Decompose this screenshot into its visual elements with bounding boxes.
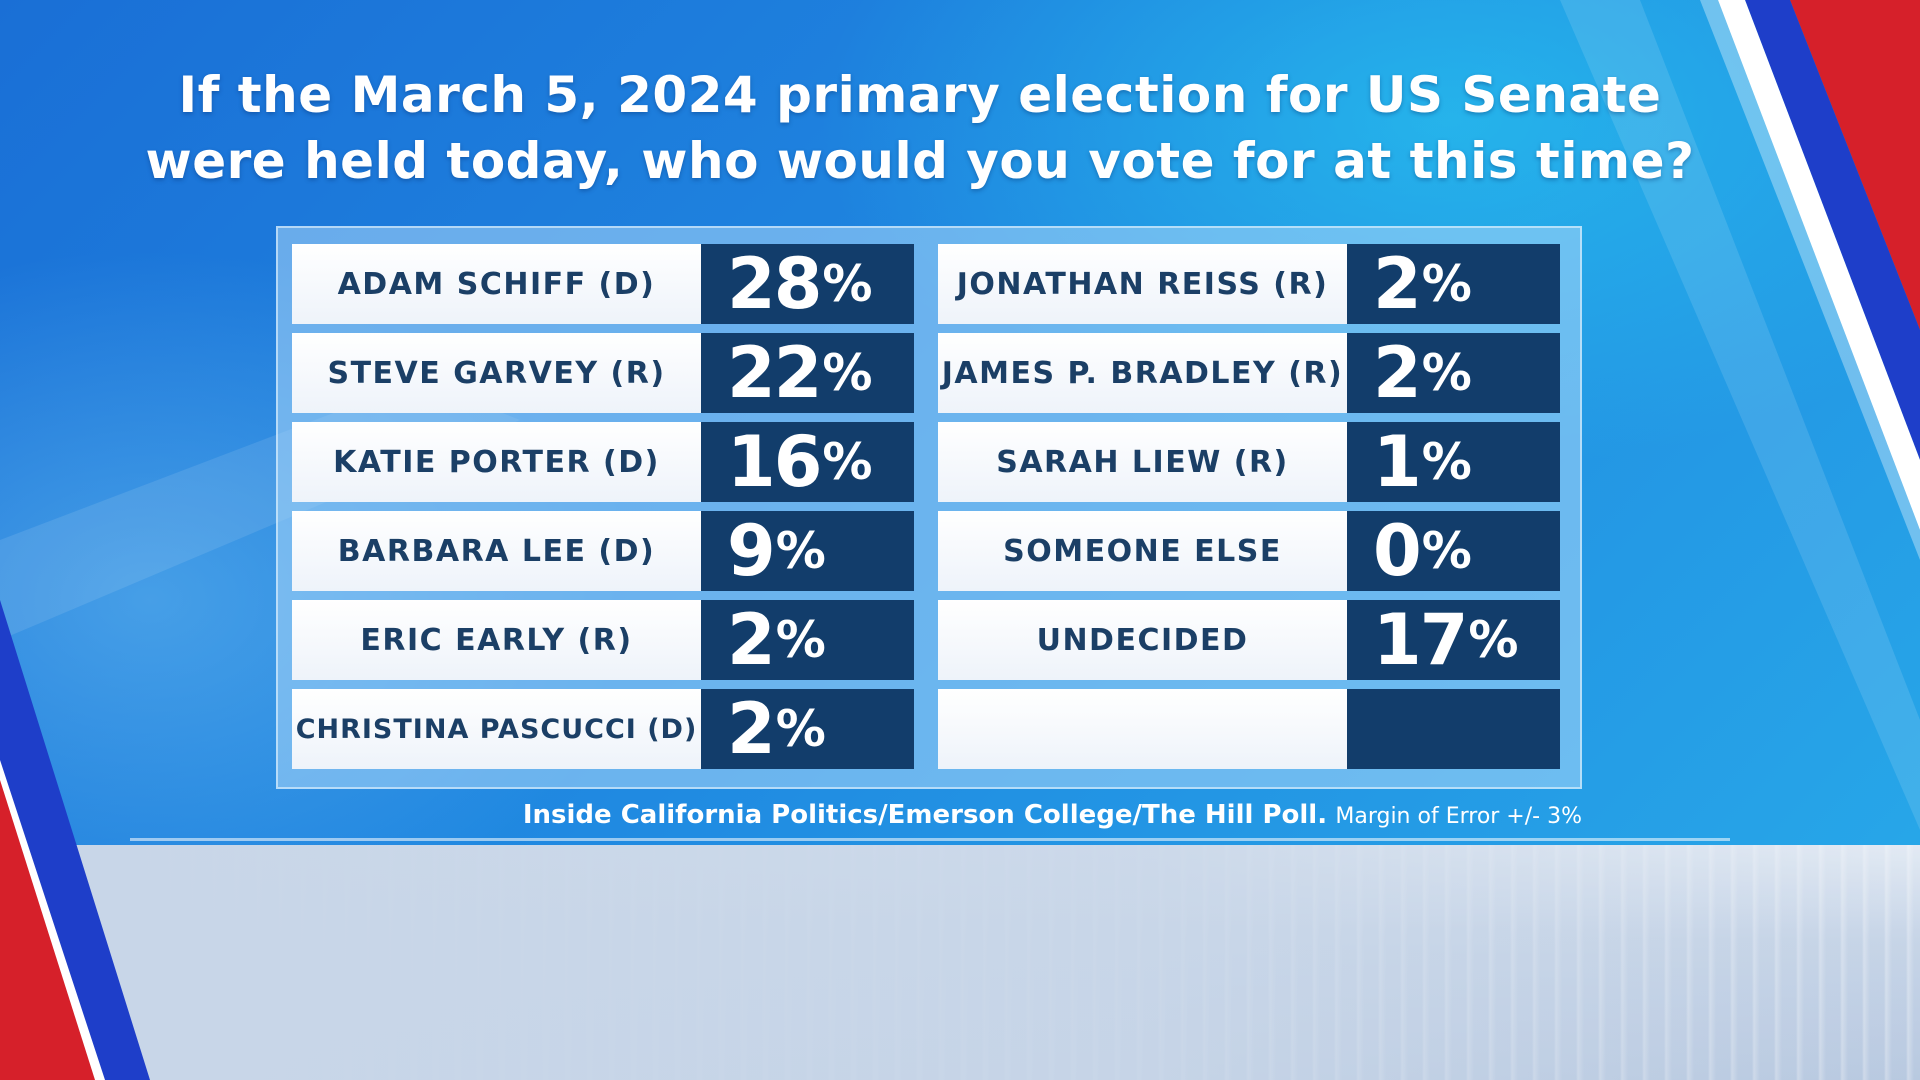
percent-number: 2: [1373, 243, 1422, 325]
percent-sign: %: [822, 255, 872, 313]
left-red-stripe: [0, 780, 95, 1080]
percent-value: 2%: [1347, 244, 1560, 324]
percent-value: 9%: [701, 511, 914, 591]
chart-title-line-2: were held today, who would you vote for …: [145, 132, 1695, 190]
result-row: SOMEONE ELSE 0%: [938, 511, 1560, 591]
right-light-stripe: [1700, 0, 1920, 560]
candidate-name: JAMES P. BRADLEY (R): [938, 333, 1347, 413]
percent-number: 17: [1373, 599, 1468, 681]
candidate-name: KATIE PORTER (D): [292, 422, 701, 502]
result-row: [938, 689, 1560, 769]
percent-sign: %: [822, 344, 872, 402]
horizon-line: [130, 838, 1730, 841]
result-row: BARBARA LEE (D) 9%: [292, 511, 914, 591]
result-row: STEVE GARVEY (R) 22%: [292, 333, 914, 413]
percent-value: 2%: [701, 689, 914, 769]
chart-title-line-1: If the March 5, 2024 primary election fo…: [178, 66, 1662, 124]
right-white-stripe: [1718, 0, 1920, 530]
percent-value: 16%: [701, 422, 914, 502]
candidate-name: JONATHAN REISS (R): [938, 244, 1347, 324]
chart-title: If the March 5, 2024 primary election fo…: [120, 62, 1720, 194]
percent-sign: %: [1421, 433, 1472, 491]
percent-sign: %: [1421, 344, 1472, 402]
candidate-name: SOMEONE ELSE: [938, 511, 1347, 591]
percent-number: 16: [727, 421, 822, 503]
percent-value: 1%: [1347, 422, 1560, 502]
percent-number: 0: [1373, 510, 1422, 592]
percent-value: 2%: [1347, 333, 1560, 413]
candidate-name: SARAH LIEW (R): [938, 422, 1347, 502]
percent-sign: %: [1421, 522, 1472, 580]
percent-sign: %: [822, 433, 872, 491]
percent-number: 2: [727, 688, 776, 770]
result-row: UNDECIDED 17%: [938, 600, 1560, 680]
percent-value: 2%: [701, 600, 914, 680]
result-row: ERIC EARLY (R) 2%: [292, 600, 914, 680]
result-row: CHRISTINA PASCUCCI (D) 2%: [292, 689, 914, 769]
percent-sign: %: [775, 611, 826, 669]
candidate-name: UNDECIDED: [938, 600, 1347, 680]
source-note: Inside California Politics/Emerson Colle…: [276, 800, 1582, 830]
percent-number: 2: [727, 599, 776, 681]
percent-number: 9: [727, 510, 776, 592]
percent-sign: %: [1421, 255, 1472, 313]
background-lower-fade: [0, 845, 1920, 1080]
result-row: SARAH LIEW (R) 1%: [938, 422, 1560, 502]
result-row: KATIE PORTER (D) 16%: [292, 422, 914, 502]
percent-number: 1: [1373, 421, 1422, 503]
percent-sign: %: [775, 700, 826, 758]
candidate-name: ERIC EARLY (R): [292, 600, 701, 680]
percent-sign: %: [775, 522, 826, 580]
candidate-name: BARBARA LEE (D): [292, 511, 701, 591]
source-poll: Inside California Politics/Emerson Colle…: [522, 800, 1328, 830]
percent-value: 28%: [701, 244, 914, 324]
result-row: ADAM SCHIFF (D) 28%: [292, 244, 914, 324]
percent-value: 22%: [701, 333, 914, 413]
candidate-name: STEVE GARVEY (R): [292, 333, 701, 413]
percent-number: 2: [1373, 332, 1422, 414]
light-streak: [1560, 0, 1920, 830]
result-row: JAMES P. BRADLEY (R) 2%: [938, 333, 1560, 413]
percent-value: [1347, 689, 1560, 769]
candidate-name: ADAM SCHIFF (D): [292, 244, 701, 324]
percent-number: 28: [727, 243, 822, 325]
percent-value: 0%: [1347, 511, 1560, 591]
percent-value: 17%: [1347, 600, 1560, 680]
percent-sign: %: [1468, 611, 1518, 669]
percent-number: 22: [727, 332, 822, 414]
source-margin-of-error: Margin of Error +/- 3%: [1335, 804, 1582, 829]
candidate-name: [938, 689, 1347, 769]
result-row: JONATHAN REISS (R) 2%: [938, 244, 1560, 324]
candidate-name: CHRISTINA PASCUCCI (D): [292, 689, 701, 769]
